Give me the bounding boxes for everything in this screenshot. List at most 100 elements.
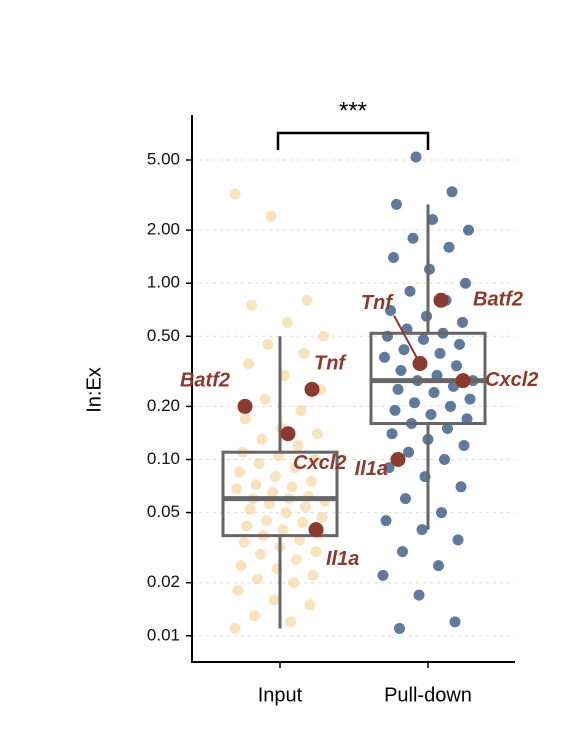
- gene-label: Batf2: [473, 289, 523, 311]
- gene-point: [304, 381, 320, 397]
- y-tick-label: 0.01: [147, 625, 180, 644]
- point: [416, 524, 428, 536]
- point: [445, 400, 456, 412]
- y-tick-label: 5.00: [147, 149, 180, 168]
- gene-point: [237, 398, 253, 414]
- point: [377, 569, 389, 581]
- point: [380, 515, 392, 527]
- point: [277, 524, 289, 536]
- point: [431, 369, 443, 381]
- point: [383, 462, 395, 474]
- gene-label: Il1a: [326, 548, 359, 570]
- x-tick-label: Pull-down: [384, 684, 472, 706]
- point: [454, 338, 465, 350]
- point: [307, 569, 319, 581]
- point: [403, 446, 414, 458]
- point: [458, 440, 470, 452]
- gene-label: Cxcl2: [293, 452, 346, 474]
- point: [449, 616, 461, 628]
- axes: [191, 115, 515, 663]
- point: [280, 507, 292, 519]
- point: [256, 433, 268, 445]
- point: [238, 536, 250, 548]
- y-axis-label: In:Ex: [83, 367, 105, 413]
- gene-point: [412, 356, 428, 372]
- box: [221, 450, 339, 538]
- gene-label: Batf2: [180, 370, 230, 392]
- gene-point: [308, 522, 324, 538]
- point: [295, 404, 307, 416]
- point: [253, 457, 265, 469]
- point: [289, 462, 301, 474]
- point: [261, 515, 272, 527]
- point: [464, 393, 476, 405]
- point: [397, 546, 408, 558]
- point: [392, 383, 404, 395]
- point: [279, 369, 290, 381]
- point: [395, 364, 407, 376]
- point: [443, 241, 455, 253]
- point: [286, 481, 298, 493]
- point: [249, 610, 260, 622]
- point: [401, 323, 413, 335]
- point: [309, 453, 320, 465]
- point: [434, 347, 446, 359]
- gene-label: Tnf: [314, 353, 347, 375]
- point: [270, 471, 281, 483]
- point: [463, 224, 474, 236]
- point: [425, 408, 437, 420]
- point: [452, 534, 464, 546]
- point: [267, 486, 278, 498]
- gene-label: Il1a: [355, 458, 388, 480]
- point: [229, 622, 241, 634]
- y-tick-label: 1.00: [147, 273, 180, 292]
- point: [298, 347, 310, 359]
- point: [240, 413, 251, 425]
- point: [388, 251, 399, 263]
- y-tick-label: 0.05: [147, 502, 180, 521]
- gene-leader: [393, 315, 421, 365]
- point: [292, 440, 304, 452]
- point: [379, 351, 390, 363]
- significance: ***: [339, 97, 367, 124]
- point: [244, 504, 256, 516]
- point: [255, 548, 266, 560]
- point: [428, 386, 440, 398]
- y-tick-label: 2.00: [147, 220, 180, 239]
- point: [300, 501, 311, 513]
- point: [312, 428, 323, 440]
- point: [285, 616, 296, 628]
- point: [457, 316, 468, 328]
- point: [451, 360, 462, 372]
- point: [394, 622, 405, 634]
- point: [232, 585, 244, 597]
- point: [446, 186, 458, 198]
- point: [262, 338, 274, 350]
- point: [410, 151, 422, 163]
- point: [306, 476, 317, 488]
- x-tick-label: Input: [258, 684, 303, 706]
- significance-bracket: [276, 131, 430, 150]
- point: [418, 333, 429, 345]
- point: [264, 498, 275, 510]
- point: [439, 453, 450, 465]
- point: [294, 534, 305, 546]
- point: [407, 232, 419, 244]
- point: [460, 277, 471, 289]
- point: [301, 294, 313, 306]
- gene-label: Tnf: [361, 292, 394, 314]
- point: [436, 507, 447, 519]
- point: [310, 546, 322, 558]
- point: [404, 285, 416, 297]
- point: [385, 305, 396, 317]
- y-tick-label: 0.20: [147, 396, 180, 415]
- y-tick-label: 0.10: [147, 449, 180, 468]
- point: [229, 188, 241, 200]
- point: [433, 560, 444, 572]
- point: [461, 413, 473, 425]
- point: [268, 594, 280, 606]
- point: [389, 404, 401, 416]
- point: [297, 516, 308, 528]
- point: [413, 589, 425, 601]
